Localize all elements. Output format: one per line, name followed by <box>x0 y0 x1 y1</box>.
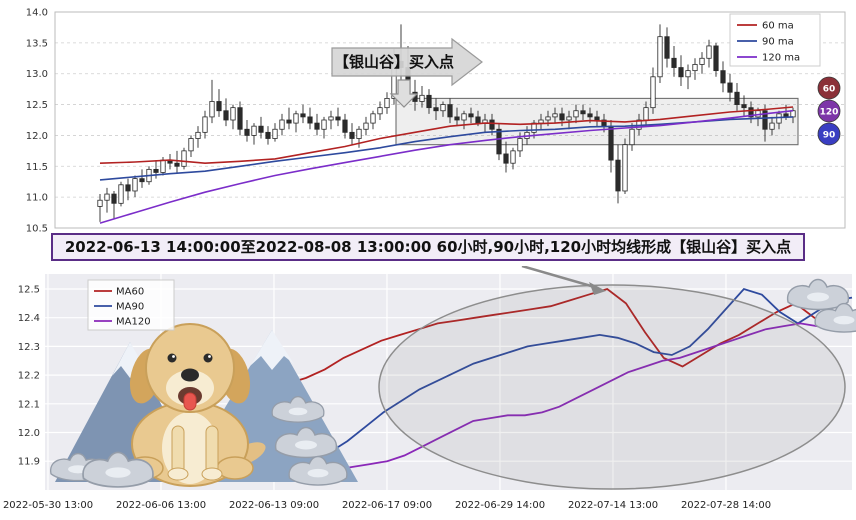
bottom-ma-line-chart: 11.9 12.0 12.1 12.2 12.3 12.4 12.5 2022-05-30 1… <box>3 266 856 511</box>
svg-text:120: 120 <box>820 108 839 118</box>
top-candlestick-chart: 10.5 11.0 11.5 12.0 12.5 13.0 13.5 14.0 【银山谷】买入点… <box>26 8 846 235</box>
silver-ingots <box>50 278 856 488</box>
svg-text:12.3: 12.3 <box>18 342 40 353</box>
highlight-ellipse-and-arrow <box>378 266 846 490</box>
svg-text:13.0: 13.0 <box>26 69 48 80</box>
svg-text:2022-07-28 14:00: 2022-07-28 14:00 <box>681 500 771 511</box>
svg-text:12.5: 12.5 <box>18 285 40 296</box>
svg-text:MA60: MA60 <box>116 287 144 298</box>
bottom-chart-legend-and-labels: 11.9 12.0 12.1 12.2 12.3 12.4 12.5 2022-05-30 1… <box>3 279 771 511</box>
svg-text:120 ma: 120 ma <box>762 53 800 64</box>
svg-text:12.0: 12.0 <box>26 131 48 142</box>
svg-text:12.0: 12.0 <box>18 428 40 439</box>
svg-text:11.0: 11.0 <box>26 193 48 204</box>
svg-text:12.4: 12.4 <box>18 313 40 324</box>
svg-text:12.5: 12.5 <box>26 100 48 111</box>
golden-retriever-dog <box>126 323 266 487</box>
svg-text:MA120: MA120 <box>116 317 151 328</box>
svg-text:10.5: 10.5 <box>26 224 48 235</box>
svg-text:60 ma: 60 ma <box>762 21 794 32</box>
svg-text:90: 90 <box>823 131 836 141</box>
svg-text:2022-06-17 09:00: 2022-06-17 09:00 <box>342 500 432 511</box>
bottom-chart-series <box>286 287 853 471</box>
svg-text:12.2: 12.2 <box>18 371 40 382</box>
svg-text:14.0: 14.0 <box>26 8 48 19</box>
svg-text:11.9: 11.9 <box>18 457 40 468</box>
svg-text:12.1: 12.1 <box>18 399 40 410</box>
svg-text:2022-07-14 13:00: 2022-07-14 13:00 <box>568 500 658 511</box>
svg-text:2022-06-13 09:00: 2022-06-13 09:00 <box>229 500 319 511</box>
svg-text:2022-05-30 13:00: 2022-05-30 13:00 <box>3 500 93 511</box>
svg-text:90 ma: 90 ma <box>762 37 794 48</box>
svg-text:13.5: 13.5 <box>26 38 48 49</box>
svg-text:MA90: MA90 <box>116 302 144 313</box>
svg-text:2022-06-29 14:00: 2022-06-29 14:00 <box>455 500 545 511</box>
signal-banner: 2022-06-13 14:00:00至2022-08-08 13:00:00 … <box>50 233 806 262</box>
svg-text:【银山谷】买入点: 【银山谷】买入点 <box>334 53 454 71</box>
svg-text:2022-06-06 13:00: 2022-06-06 13:00 <box>116 500 206 511</box>
svg-text:60: 60 <box>823 85 836 95</box>
svg-text:11.5: 11.5 <box>26 162 48 173</box>
signal-banner-row: 2022-06-13 14:00:00至2022-08-08 13:00:00 … <box>0 233 856 262</box>
